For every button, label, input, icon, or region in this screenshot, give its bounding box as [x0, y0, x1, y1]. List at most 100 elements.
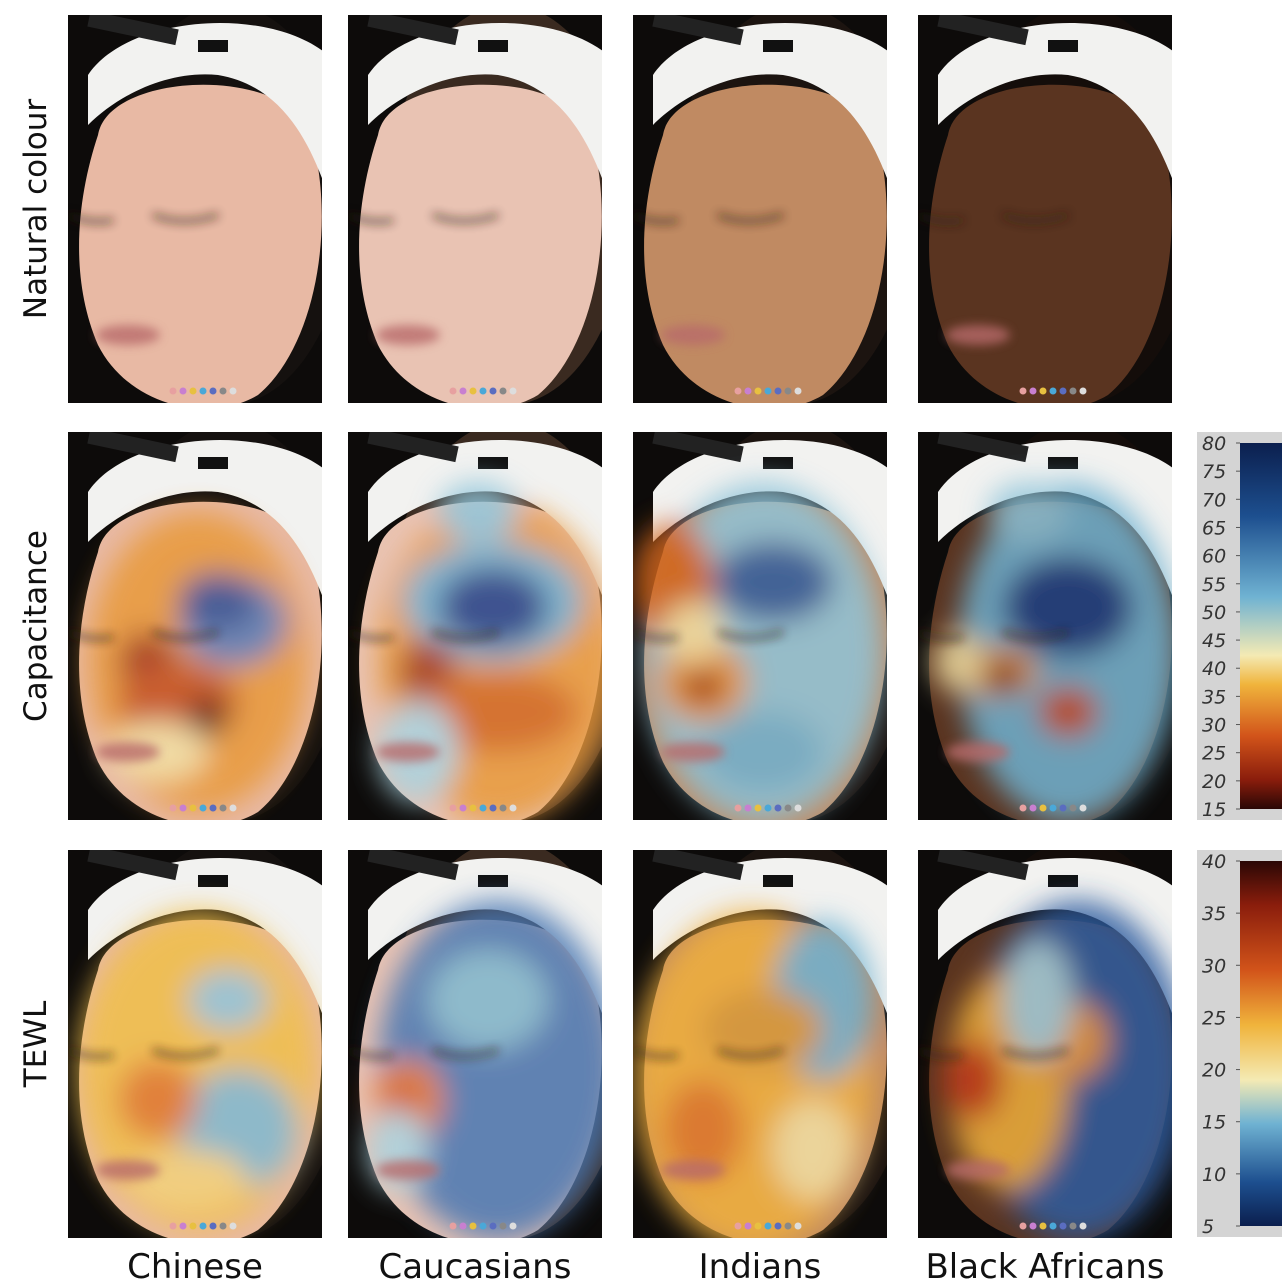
heatmap-overlay [88, 512, 308, 812]
heat-blob [438, 567, 548, 647]
eye [68, 213, 114, 224]
heat-blob [438, 482, 518, 542]
clip-device [1048, 457, 1078, 469]
panel-content [68, 850, 322, 1238]
color-chip [469, 804, 477, 812]
color-chip [459, 804, 467, 812]
heat-blob [1003, 940, 1073, 1060]
headband [87, 432, 179, 463]
tick-label: 10 [1202, 1164, 1226, 1186]
color-chip [179, 804, 187, 812]
color-chip [744, 387, 752, 395]
heat-blob [188, 697, 228, 737]
color-chip [229, 387, 237, 395]
color-chip [189, 387, 197, 395]
tick-label: 30 [1202, 715, 1226, 737]
features [633, 630, 784, 762]
face-panel [633, 850, 887, 1238]
color-chip [1079, 1222, 1087, 1230]
color-chip [784, 804, 792, 812]
lips [376, 742, 440, 762]
labels: Natural colour Capacitance TEWL Chinese Cauc… [18, 99, 1165, 1285]
color-chip [1079, 387, 1087, 395]
heat-blob [428, 950, 548, 1050]
eye [432, 213, 499, 223]
eye [1002, 630, 1069, 640]
column-label: Black Africans [925, 1247, 1164, 1285]
heat-blob [388, 1085, 418, 1115]
features [68, 1048, 219, 1180]
eye [918, 1048, 964, 1059]
color-chip [499, 387, 507, 395]
towel [88, 858, 322, 1014]
tick-label: 30 [1202, 955, 1226, 977]
colorbar: 40 35 30 25 20 15 10 5 [1197, 850, 1282, 1238]
heat-blob [683, 669, 723, 705]
eye [432, 630, 499, 640]
eye [918, 213, 964, 224]
eye [717, 213, 784, 223]
eye [1002, 1048, 1069, 1058]
color-chip [219, 387, 227, 395]
color-chip [1059, 1222, 1067, 1230]
lips [96, 325, 160, 345]
features [348, 630, 499, 762]
lips [376, 325, 440, 345]
lips [96, 1160, 160, 1180]
heatmap-overlay [943, 900, 1172, 1238]
color-chip [479, 804, 487, 812]
features [918, 213, 1069, 345]
color-chip [479, 387, 487, 395]
color-chip [489, 387, 497, 395]
clip-device [198, 40, 228, 52]
row-label: Natural colour [18, 99, 54, 319]
color-chip [1039, 804, 1047, 812]
towel [368, 23, 602, 179]
face-panel [918, 432, 1172, 820]
eye [152, 630, 219, 640]
row-label: TEWL [18, 1000, 54, 1088]
color-chip [489, 1222, 497, 1230]
tick-label: 50 [1202, 602, 1226, 624]
heat-blob [188, 970, 268, 1030]
tick-label: 80 [1202, 433, 1226, 455]
heat-blob [663, 1080, 743, 1180]
towel [88, 23, 322, 179]
face [359, 84, 602, 403]
tick-label: 65 [1202, 517, 1226, 539]
colorbar-gradient [1240, 443, 1282, 809]
headband [652, 432, 744, 463]
color-chip [489, 804, 497, 812]
panels [68, 15, 1172, 1238]
clip-device [478, 875, 508, 887]
color-chip [794, 387, 802, 395]
eye [918, 630, 964, 641]
color-chip [509, 387, 517, 395]
heat-blob [943, 1040, 1003, 1120]
tick-label: 20 [1202, 771, 1226, 793]
features [348, 213, 499, 345]
clip-device [1048, 875, 1078, 887]
face-panel [68, 432, 322, 820]
color-chip [794, 1222, 802, 1230]
color-chip [459, 387, 467, 395]
color-chip [1079, 804, 1087, 812]
features [633, 1048, 784, 1180]
color-chip [209, 804, 217, 812]
color-chip [509, 804, 517, 812]
tick-label: 20 [1202, 1060, 1226, 1082]
face-panel [633, 432, 887, 820]
face-panel [68, 15, 322, 403]
color-chip [774, 387, 782, 395]
color-chip [499, 804, 507, 812]
heat-blob [118, 1060, 198, 1140]
tick-label: 15 [1202, 799, 1226, 821]
color-chip [1059, 804, 1067, 812]
eye [152, 213, 219, 223]
color-chip [449, 804, 457, 812]
eye [633, 213, 679, 224]
lips [376, 1160, 440, 1180]
color-chip [1039, 1222, 1047, 1230]
color-chip [189, 804, 197, 812]
heat-blob [703, 990, 823, 1070]
